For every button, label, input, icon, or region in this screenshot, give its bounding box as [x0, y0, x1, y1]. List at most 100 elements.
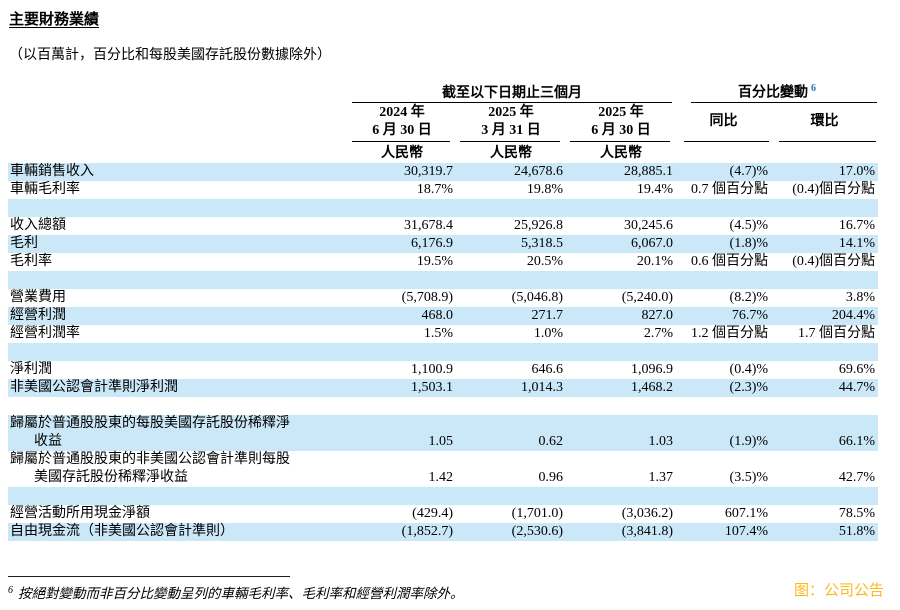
change-group-header: 百分比變動 6	[676, 80, 878, 103]
footnote: 6 按絕對變動而非百分比變動呈列的車輛毛利率、毛利率和經營利潤率除外。	[8, 582, 464, 602]
cell-value: 0.96	[538, 469, 564, 485]
cell-value: (1.9)%	[729, 433, 769, 449]
cell-value: 78.5%	[838, 505, 876, 521]
table-row: 經營利潤率 1.5% 1.0% 2.7% 1.2 個百分點 1.7 個百分點	[8, 325, 878, 343]
footnote-ref: 6	[811, 83, 817, 94]
cell-value: 66.1%	[838, 433, 876, 449]
cell-value: 1.42	[428, 469, 454, 485]
page-subtitle: （以百萬計，百分比和每股美國存託股份數據除外）	[9, 48, 331, 63]
cell-value: 30,319.7	[404, 163, 453, 179]
cell-value: (0.4)個百分點	[792, 181, 876, 197]
row-label: 歸屬於普通股股東的非美國公認會計準則每股 美國存託股份稀釋淨收益	[10, 451, 290, 485]
date-underline-3	[570, 140, 671, 142]
spacer-row	[8, 342, 879, 361]
spacer-cell	[8, 271, 878, 289]
date-header-3: 2025 年 6 月 30 日	[566, 103, 676, 142]
table-row: 歸屬於普通股股東的非美國公認會計準則每股 美國存託股份稀釋淨收益 1.42 0.96 1…	[8, 451, 878, 487]
cell-value: 1.5%	[423, 325, 453, 341]
cell-value: 271.7	[531, 307, 564, 323]
cell-value: 16.7%	[838, 217, 876, 233]
spacer-row	[8, 397, 878, 415]
cell-value: 44.7%	[838, 379, 876, 395]
row-label: 歸屬於普通股股東的每股美國存託股份稀釋淨 收益	[10, 415, 290, 449]
cell-value: (1.8)%	[729, 235, 769, 251]
table-row: 經營利潤 468.0 271.7 827.0 76.7% 204.4%	[8, 306, 879, 325]
group-header-row: 截至以下日期止三個月 百分比變動 6	[8, 80, 878, 103]
table-row: 營業費用 (5,708.9) (5,046.8) (5,240.0) (8.2)% 3.8…	[8, 289, 878, 307]
cell-value: 28,885.1	[624, 163, 674, 179]
row-label: 經營活動所用現金淨額	[10, 505, 150, 521]
cell-value: 42.7%	[838, 469, 876, 485]
periods-group-header: 截至以下日期止三個月	[348, 80, 676, 103]
page-title: 主要財務業績	[9, 12, 100, 28]
cell-value: 1.2 個百分點	[691, 325, 769, 341]
cell-value: (4.7)%	[729, 163, 769, 179]
change-underline	[691, 101, 878, 103]
cell-value: 25,926.8	[514, 217, 563, 233]
footnote-text: 按絕對變動而非百分比變動呈列的車輛毛利率、毛利率和經營利潤率除外。	[18, 586, 464, 601]
date-underline-1	[352, 140, 450, 142]
cell-value: 827.0	[641, 307, 674, 323]
cell-value: 19.4%	[636, 181, 674, 197]
table-row: 車輛毛利率 18.7% 19.8% 19.4% 0.7 個百分點 (0.4)個百分點	[8, 181, 878, 199]
cell-value: 69.6%	[838, 361, 876, 377]
table-row: 歸屬於普通股股東的每股美國存託股份稀釋淨 收益 1.05 0.62 1.03 (1.9)%…	[8, 414, 879, 451]
spacer-row	[8, 270, 879, 289]
cell-value: 3.8%	[845, 289, 876, 305]
cell-value: (3,036.2)	[621, 505, 674, 521]
cell-value: (1,852.7)	[401, 523, 453, 539]
currency-row: 人民幣 人民幣 人民幣	[8, 142, 878, 163]
cell-value: 646.6	[531, 361, 564, 377]
cell-value: 14.1%	[838, 235, 876, 251]
currency-label-2: 人民幣	[490, 146, 532, 162]
cell-value: 1.03	[648, 433, 674, 449]
cell-value: 6,067.0	[631, 235, 674, 251]
cell-value: (0.4)%	[729, 361, 769, 377]
cell-value: 31,678.4	[404, 217, 453, 233]
cell-value: 20.5%	[526, 253, 563, 269]
cell-value: (3.5)%	[729, 469, 769, 485]
cell-value: 1.37	[648, 469, 674, 485]
spacer-cell	[8, 199, 878, 217]
row-label: 毛利	[10, 235, 38, 251]
cell-value: (0.4)個百分點	[792, 253, 876, 269]
cell-value: 19.8%	[526, 181, 563, 197]
cell-value: 1,014.3	[521, 379, 563, 395]
cell-value: 51.8%	[838, 523, 876, 539]
cell-value: 107.4%	[724, 523, 769, 539]
periods-group-label: 截至以下日期止三個月	[442, 85, 583, 101]
cell-value: (1,701.0)	[511, 505, 563, 521]
table-row: 毛利率 19.5% 20.5% 20.1% 0.6 個百分點 (0.4)個百分點	[8, 253, 878, 271]
table-row: 經營活動所用現金淨額 (429.4) (1,701.0) (3,036.2) 607.1…	[8, 505, 878, 523]
cell-value: (2,530.6)	[511, 523, 563, 539]
yoy-underline	[684, 140, 770, 142]
row-label: 自由現金流（非美國公認會計準則）	[10, 523, 234, 539]
cell-value: 30,245.6	[624, 217, 674, 233]
cell-value: 2.7%	[643, 325, 674, 341]
cell-value: 468.0	[421, 307, 454, 323]
date-header-2: 2025 年 3 月 31 日	[456, 103, 566, 142]
cell-value: (5,708.9)	[401, 289, 453, 305]
date-header-1: 2024 年 6 月 30 日	[348, 103, 456, 142]
footnote-marker: 6	[8, 584, 13, 596]
cell-value: 76.7%	[731, 307, 769, 323]
table-row: 非美國公認會計準則淨利潤 1,503.1 1,014.3 1,468.2 (2.3)% 4…	[8, 378, 879, 397]
table-row: 自由現金流（非美國公認會計準則） (1,852.7) (2,530.6) (3,841…	[8, 522, 879, 541]
row-label: 車輛毛利率	[10, 181, 80, 197]
spacer-row	[8, 198, 879, 217]
row-label: 經營利潤率	[10, 325, 80, 341]
change-group-label: 百分比變動 6	[738, 83, 817, 101]
cell-value: 1.05	[428, 433, 454, 449]
table-row: 收入總額 31,678.4 25,926.8 30,245.6 (4.5)% 16.7%	[8, 217, 878, 235]
periods-underline	[352, 101, 673, 103]
row-label: 淨利潤	[10, 361, 52, 377]
spacer-cell	[8, 487, 878, 505]
row-label: 收入總額	[10, 217, 66, 233]
cell-value: 1,468.2	[631, 379, 674, 395]
cell-value: 18.7%	[416, 181, 453, 197]
row-label: 非美國公認會計準則淨利潤	[10, 379, 178, 395]
label-column-header	[8, 80, 348, 103]
cell-value: 1,100.9	[411, 361, 453, 377]
cell-value: (5,046.8)	[511, 289, 563, 305]
cell-value: 1,503.1	[411, 379, 453, 395]
